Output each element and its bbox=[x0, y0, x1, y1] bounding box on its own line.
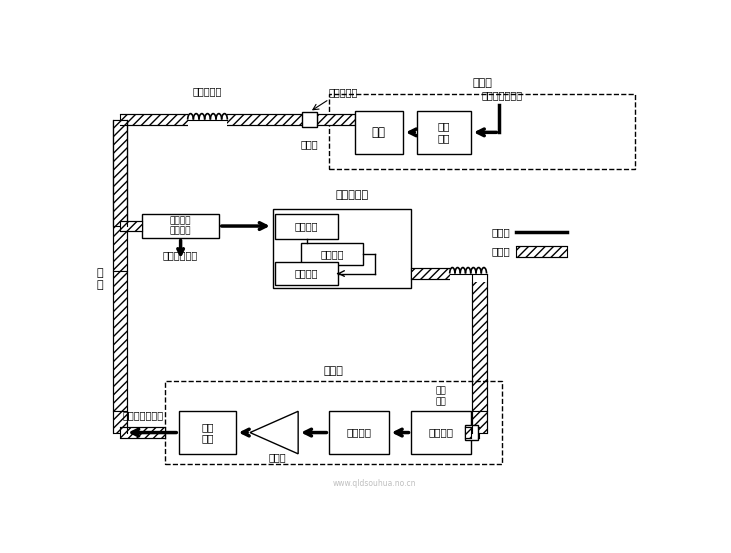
Text: 光纤放大盒: 光纤放大盒 bbox=[193, 86, 222, 96]
Bar bbox=[165, 382, 502, 465]
Text: 维修备份设备: 维修备份设备 bbox=[163, 251, 198, 260]
Polygon shape bbox=[113, 411, 126, 432]
Bar bbox=[417, 111, 471, 154]
Polygon shape bbox=[465, 427, 471, 438]
Text: 电端
机器: 电端 机器 bbox=[438, 122, 450, 143]
Text: 光调制器: 光调制器 bbox=[295, 269, 319, 279]
Text: www.qldsouhua.no.cn: www.qldsouhua.no.cn bbox=[333, 479, 417, 488]
Bar bbox=[273, 209, 412, 288]
Text: 光检波器: 光检波器 bbox=[295, 221, 319, 232]
Text: 光放大器: 光放大器 bbox=[428, 427, 454, 437]
Text: 电端机输入信号: 电端机输入信号 bbox=[482, 91, 523, 101]
Text: 再生中继器: 再生中继器 bbox=[336, 190, 368, 201]
Bar bbox=[465, 425, 478, 440]
Text: 连接器: 连接器 bbox=[300, 139, 318, 149]
Polygon shape bbox=[478, 427, 480, 438]
Text: 光纤
解调: 光纤 解调 bbox=[436, 387, 447, 406]
Bar bbox=[412, 411, 471, 454]
Bar bbox=[143, 214, 219, 238]
Bar bbox=[450, 265, 487, 282]
Text: 光耦接器: 光耦接器 bbox=[346, 427, 371, 437]
Text: 电再生器: 电再生器 bbox=[320, 249, 344, 259]
Polygon shape bbox=[113, 119, 126, 226]
Polygon shape bbox=[113, 271, 126, 411]
Bar bbox=[276, 214, 338, 239]
Polygon shape bbox=[472, 274, 487, 411]
Polygon shape bbox=[412, 268, 465, 279]
Text: 信导
号出: 信导 号出 bbox=[201, 422, 213, 444]
Text: 电信号: 电信号 bbox=[492, 227, 510, 237]
Text: 光发: 光发 bbox=[372, 126, 386, 139]
Polygon shape bbox=[516, 246, 567, 257]
Polygon shape bbox=[120, 427, 165, 438]
Polygon shape bbox=[250, 411, 298, 454]
Bar bbox=[301, 243, 363, 265]
Polygon shape bbox=[113, 119, 126, 271]
Text: 光纤调制器: 光纤调制器 bbox=[329, 87, 358, 97]
Bar bbox=[329, 94, 635, 169]
Text: 光耦合器
代换束器: 光耦合器 代换束器 bbox=[170, 216, 192, 236]
Bar bbox=[355, 111, 403, 154]
Bar bbox=[329, 411, 389, 454]
Bar bbox=[302, 112, 317, 127]
Text: 收端机: 收端机 bbox=[324, 366, 344, 376]
Text: 电端机输出信号: 电端机输出信号 bbox=[123, 410, 164, 420]
Text: 光
缆: 光 缆 bbox=[96, 268, 103, 290]
Bar bbox=[276, 262, 338, 285]
Bar bbox=[179, 411, 236, 454]
Bar bbox=[188, 111, 227, 128]
Text: 发端机: 发端机 bbox=[472, 79, 492, 88]
Text: 放大器: 放大器 bbox=[268, 452, 286, 462]
Polygon shape bbox=[472, 411, 487, 432]
Polygon shape bbox=[317, 114, 355, 125]
Polygon shape bbox=[120, 221, 143, 231]
Polygon shape bbox=[120, 114, 312, 125]
Text: 光信号: 光信号 bbox=[492, 247, 510, 257]
